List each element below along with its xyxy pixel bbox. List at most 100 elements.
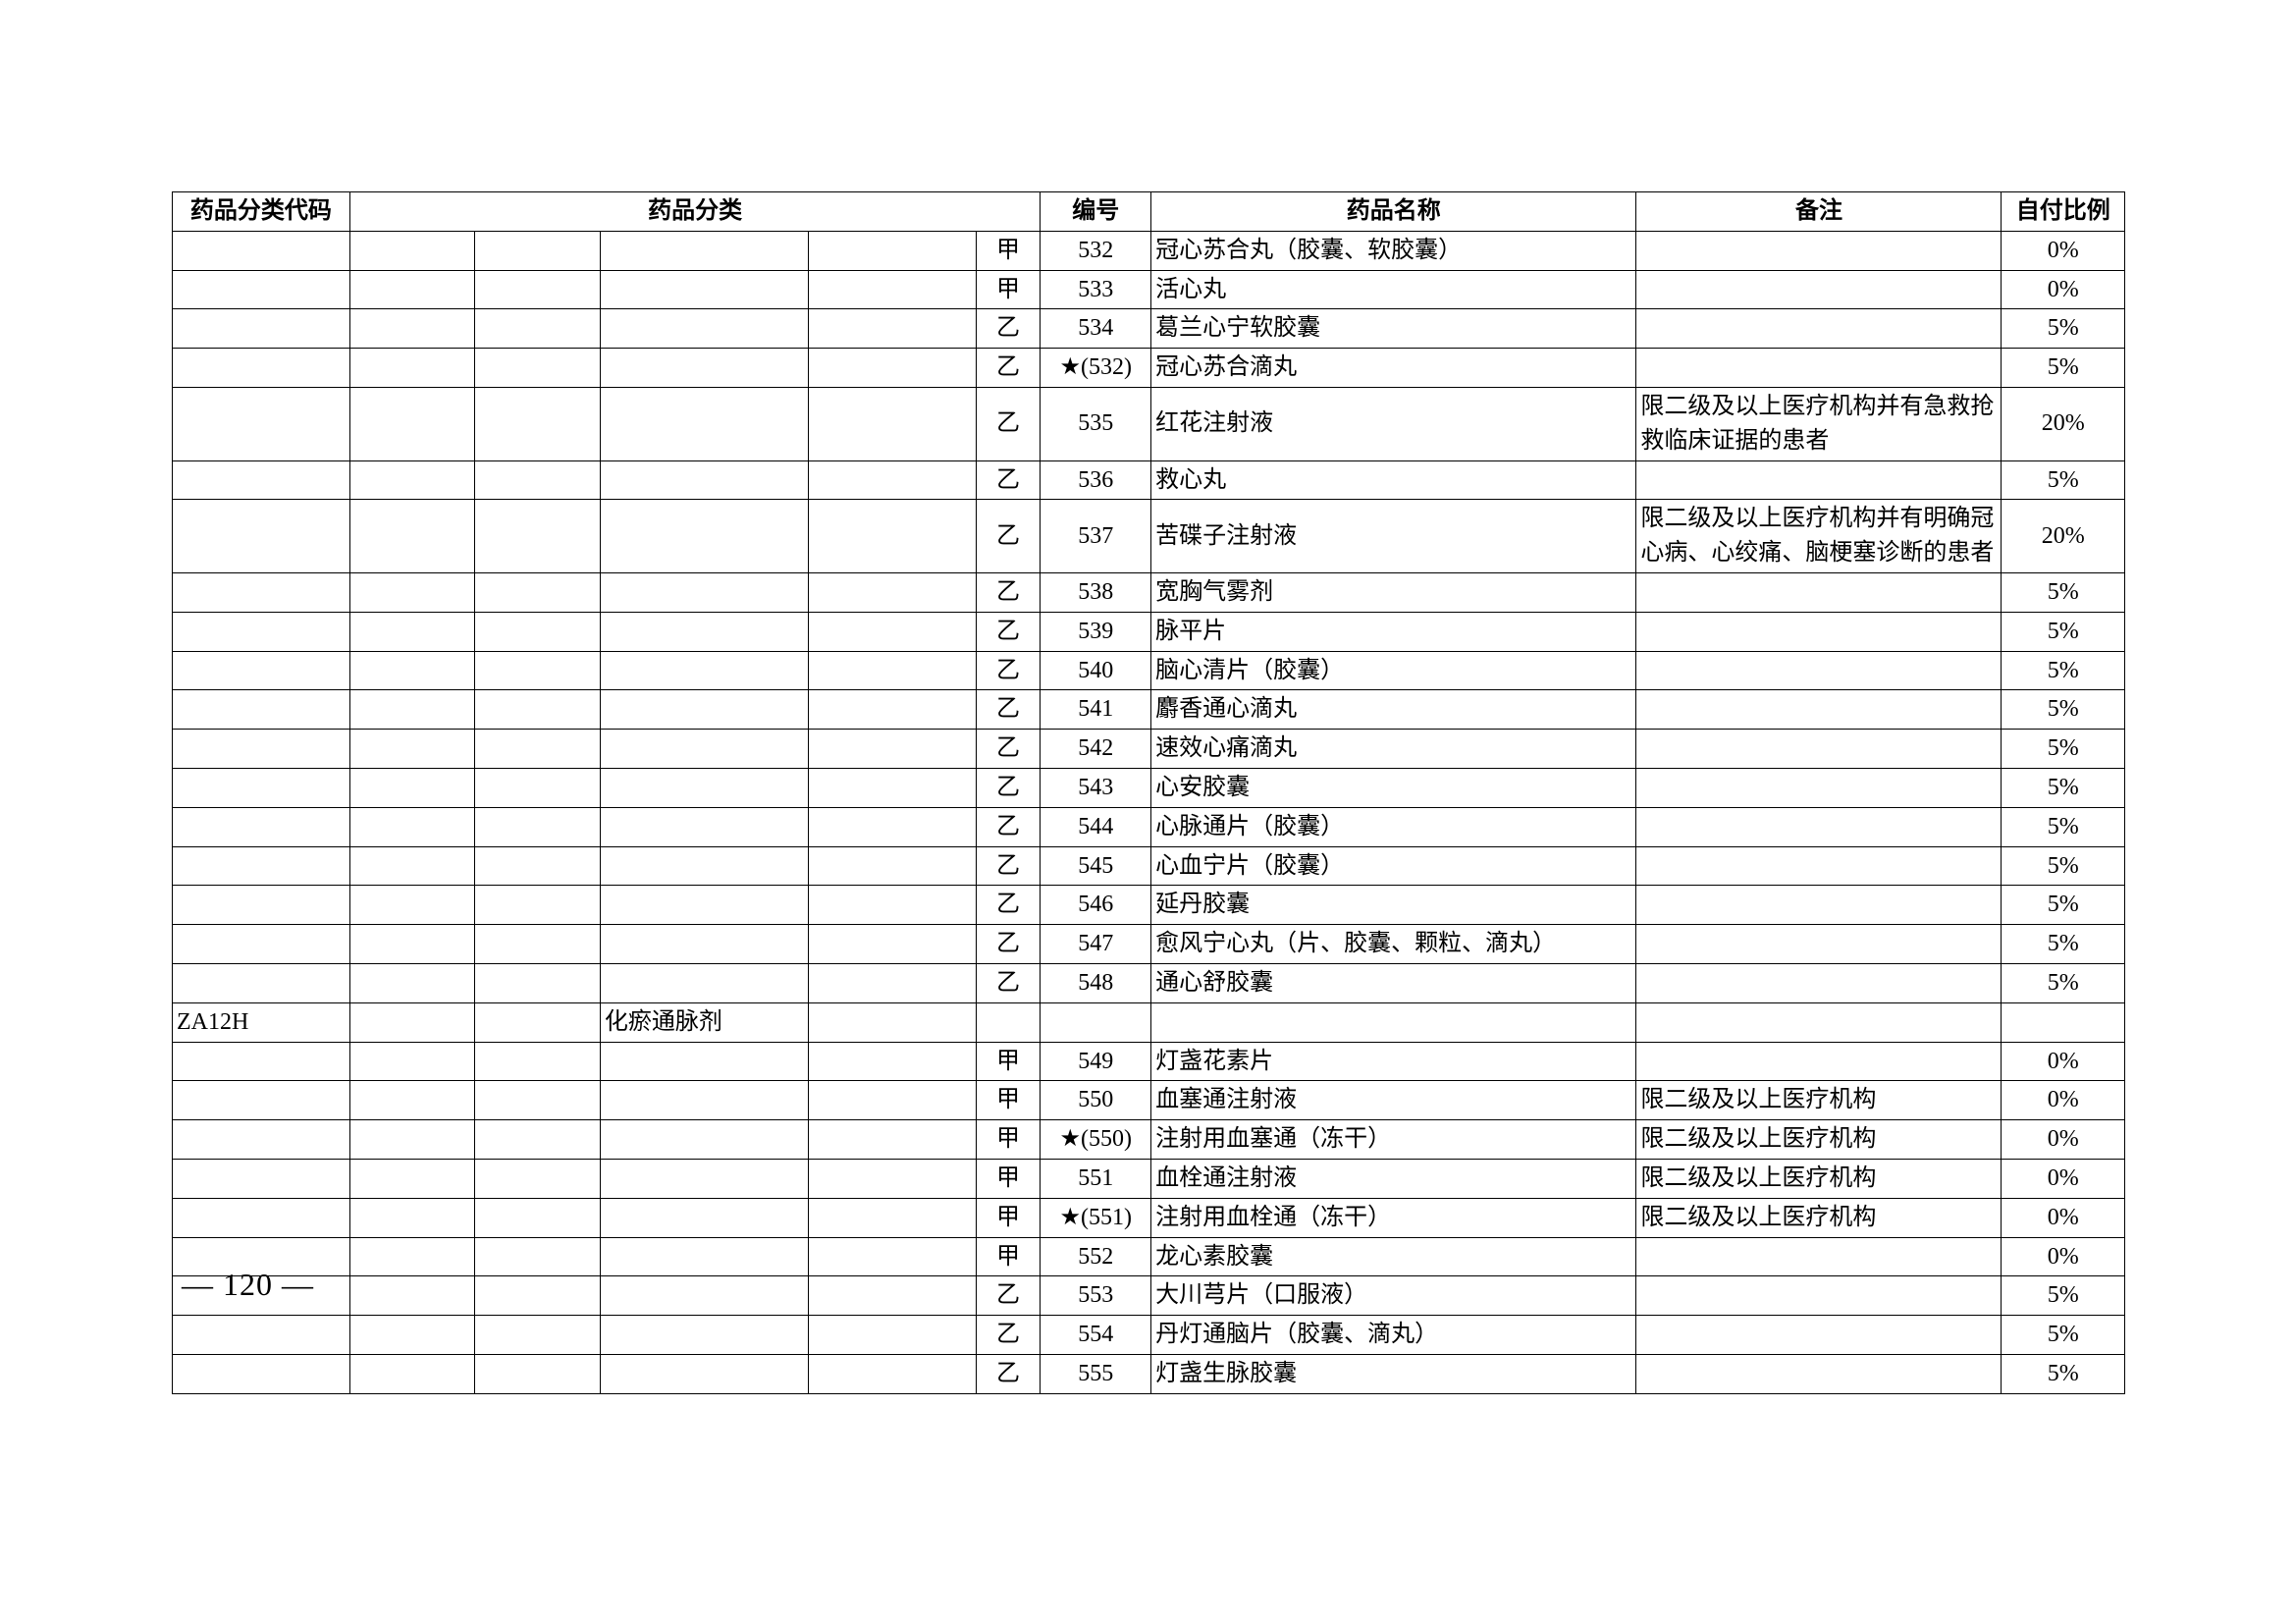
cell-cat2 [475, 963, 601, 1002]
cell-cat3 [600, 460, 809, 500]
cell-cat1 [349, 730, 475, 769]
cell-ratio: 5% [2002, 651, 2125, 690]
cell-remark: 限二级及以上医疗机构 [1636, 1081, 2002, 1120]
cell-cat3 [600, 1120, 809, 1160]
cell-cat4 [809, 651, 976, 690]
cell-code [173, 886, 350, 925]
cell-remark [1636, 1276, 2002, 1316]
cell-cat1 [349, 1198, 475, 1237]
cell-name: 血栓通注射液 [1151, 1159, 1636, 1198]
cell-ratio: 0% [2002, 1159, 2125, 1198]
table-row: 甲549灯盏花素片0% [173, 1042, 2125, 1081]
cell-class: 乙 [976, 1276, 1041, 1316]
cell-number: ★(550) [1041, 1120, 1151, 1160]
table-row: 甲552龙心素胶囊0% [173, 1237, 2125, 1276]
page-container: 药品分类代码 药品分类 编号 药品名称 备注 自付比例 甲532冠心苏合丸（胶囊… [172, 191, 2125, 1394]
cell-cat2 [475, 1042, 601, 1081]
table-row: 甲533活心丸0% [173, 270, 2125, 309]
header-ratio: 自付比例 [2002, 192, 2125, 232]
cell-code [173, 231, 350, 270]
cell-cat2 [475, 309, 601, 349]
cell-cat2 [475, 730, 601, 769]
cell-number: ★(551) [1041, 1198, 1151, 1237]
cell-cat2 [475, 349, 601, 388]
cell-class: 甲 [976, 270, 1041, 309]
cell-code [173, 963, 350, 1002]
cell-cat1 [349, 1237, 475, 1276]
cell-remark [1636, 460, 2002, 500]
cell-code [173, 349, 350, 388]
cell-cat3 [600, 846, 809, 886]
cell-number: ★(532) [1041, 349, 1151, 388]
cell-cat4 [809, 270, 976, 309]
table-row: 乙539脉平片5% [173, 612, 2125, 651]
cell-cat4 [809, 572, 976, 612]
table-row: 乙540脑心清片（胶囊）5% [173, 651, 2125, 690]
table-row: 甲★(551)注射用血栓通（冻干）限二级及以上医疗机构0% [173, 1198, 2125, 1237]
cell-name: 血塞通注射液 [1151, 1081, 1636, 1120]
cell-remark [1636, 768, 2002, 807]
cell-cat2 [475, 500, 601, 573]
cell-name: 宽胸气雾剂 [1151, 572, 1636, 612]
cell-cat3 [600, 1316, 809, 1355]
cell-ratio: 0% [2002, 1237, 2125, 1276]
cell-code [173, 1081, 350, 1120]
cell-class [976, 1002, 1041, 1042]
cell-cat2 [475, 1002, 601, 1042]
cell-cat1 [349, 1316, 475, 1355]
table-row: 乙553大川芎片（口服液）5% [173, 1276, 2125, 1316]
cell-cat4 [809, 730, 976, 769]
cell-cat1 [349, 460, 475, 500]
cell-code [173, 270, 350, 309]
cell-name: 麝香通心滴丸 [1151, 690, 1636, 730]
cell-code [173, 387, 350, 460]
cell-cat3 [600, 349, 809, 388]
cell-remark [1636, 349, 2002, 388]
cell-cat4 [809, 1120, 976, 1160]
cell-cat4 [809, 1316, 976, 1355]
cell-cat1 [349, 270, 475, 309]
cell-cat2 [475, 886, 601, 925]
cell-cat3 [600, 1354, 809, 1393]
cell-remark: 限二级及以上医疗机构 [1636, 1198, 2002, 1237]
cell-cat2 [475, 1081, 601, 1120]
cell-code [173, 1198, 350, 1237]
cell-remark [1636, 612, 2002, 651]
cell-class: 乙 [976, 925, 1041, 964]
cell-cat2 [475, 768, 601, 807]
cell-name: 救心丸 [1151, 460, 1636, 500]
cell-code [173, 807, 350, 846]
cell-ratio: 5% [2002, 309, 2125, 349]
cell-name: 红花注射液 [1151, 387, 1636, 460]
cell-number: 545 [1041, 846, 1151, 886]
cell-number: 550 [1041, 1081, 1151, 1120]
cell-cat1 [349, 231, 475, 270]
cell-cat3 [600, 1198, 809, 1237]
cell-number: 552 [1041, 1237, 1151, 1276]
cell-cat2 [475, 1237, 601, 1276]
cell-number: 548 [1041, 963, 1151, 1002]
cell-name: 注射用血塞通（冻干） [1151, 1120, 1636, 1160]
cell-name: 苦碟子注射液 [1151, 500, 1636, 573]
cell-number: 533 [1041, 270, 1151, 309]
cell-name: 心安胶囊 [1151, 768, 1636, 807]
cell-number: 553 [1041, 1276, 1151, 1316]
cell-cat2 [475, 1159, 601, 1198]
cell-cat4 [809, 1276, 976, 1316]
cell-code [173, 690, 350, 730]
cell-class: 乙 [976, 1354, 1041, 1393]
table-row: 乙536救心丸5% [173, 460, 2125, 500]
cell-cat4 [809, 1159, 976, 1198]
cell-cat2 [475, 387, 601, 460]
cell-cat4 [809, 807, 976, 846]
cell-remark [1636, 925, 2002, 964]
cell-cat2 [475, 231, 601, 270]
cell-cat1 [349, 572, 475, 612]
cell-remark [1636, 651, 2002, 690]
cell-number: 554 [1041, 1316, 1151, 1355]
cell-number: 539 [1041, 612, 1151, 651]
table-row: 乙543心安胶囊5% [173, 768, 2125, 807]
cell-cat1 [349, 1120, 475, 1160]
cell-number: 535 [1041, 387, 1151, 460]
table-row: 乙548通心舒胶囊5% [173, 963, 2125, 1002]
